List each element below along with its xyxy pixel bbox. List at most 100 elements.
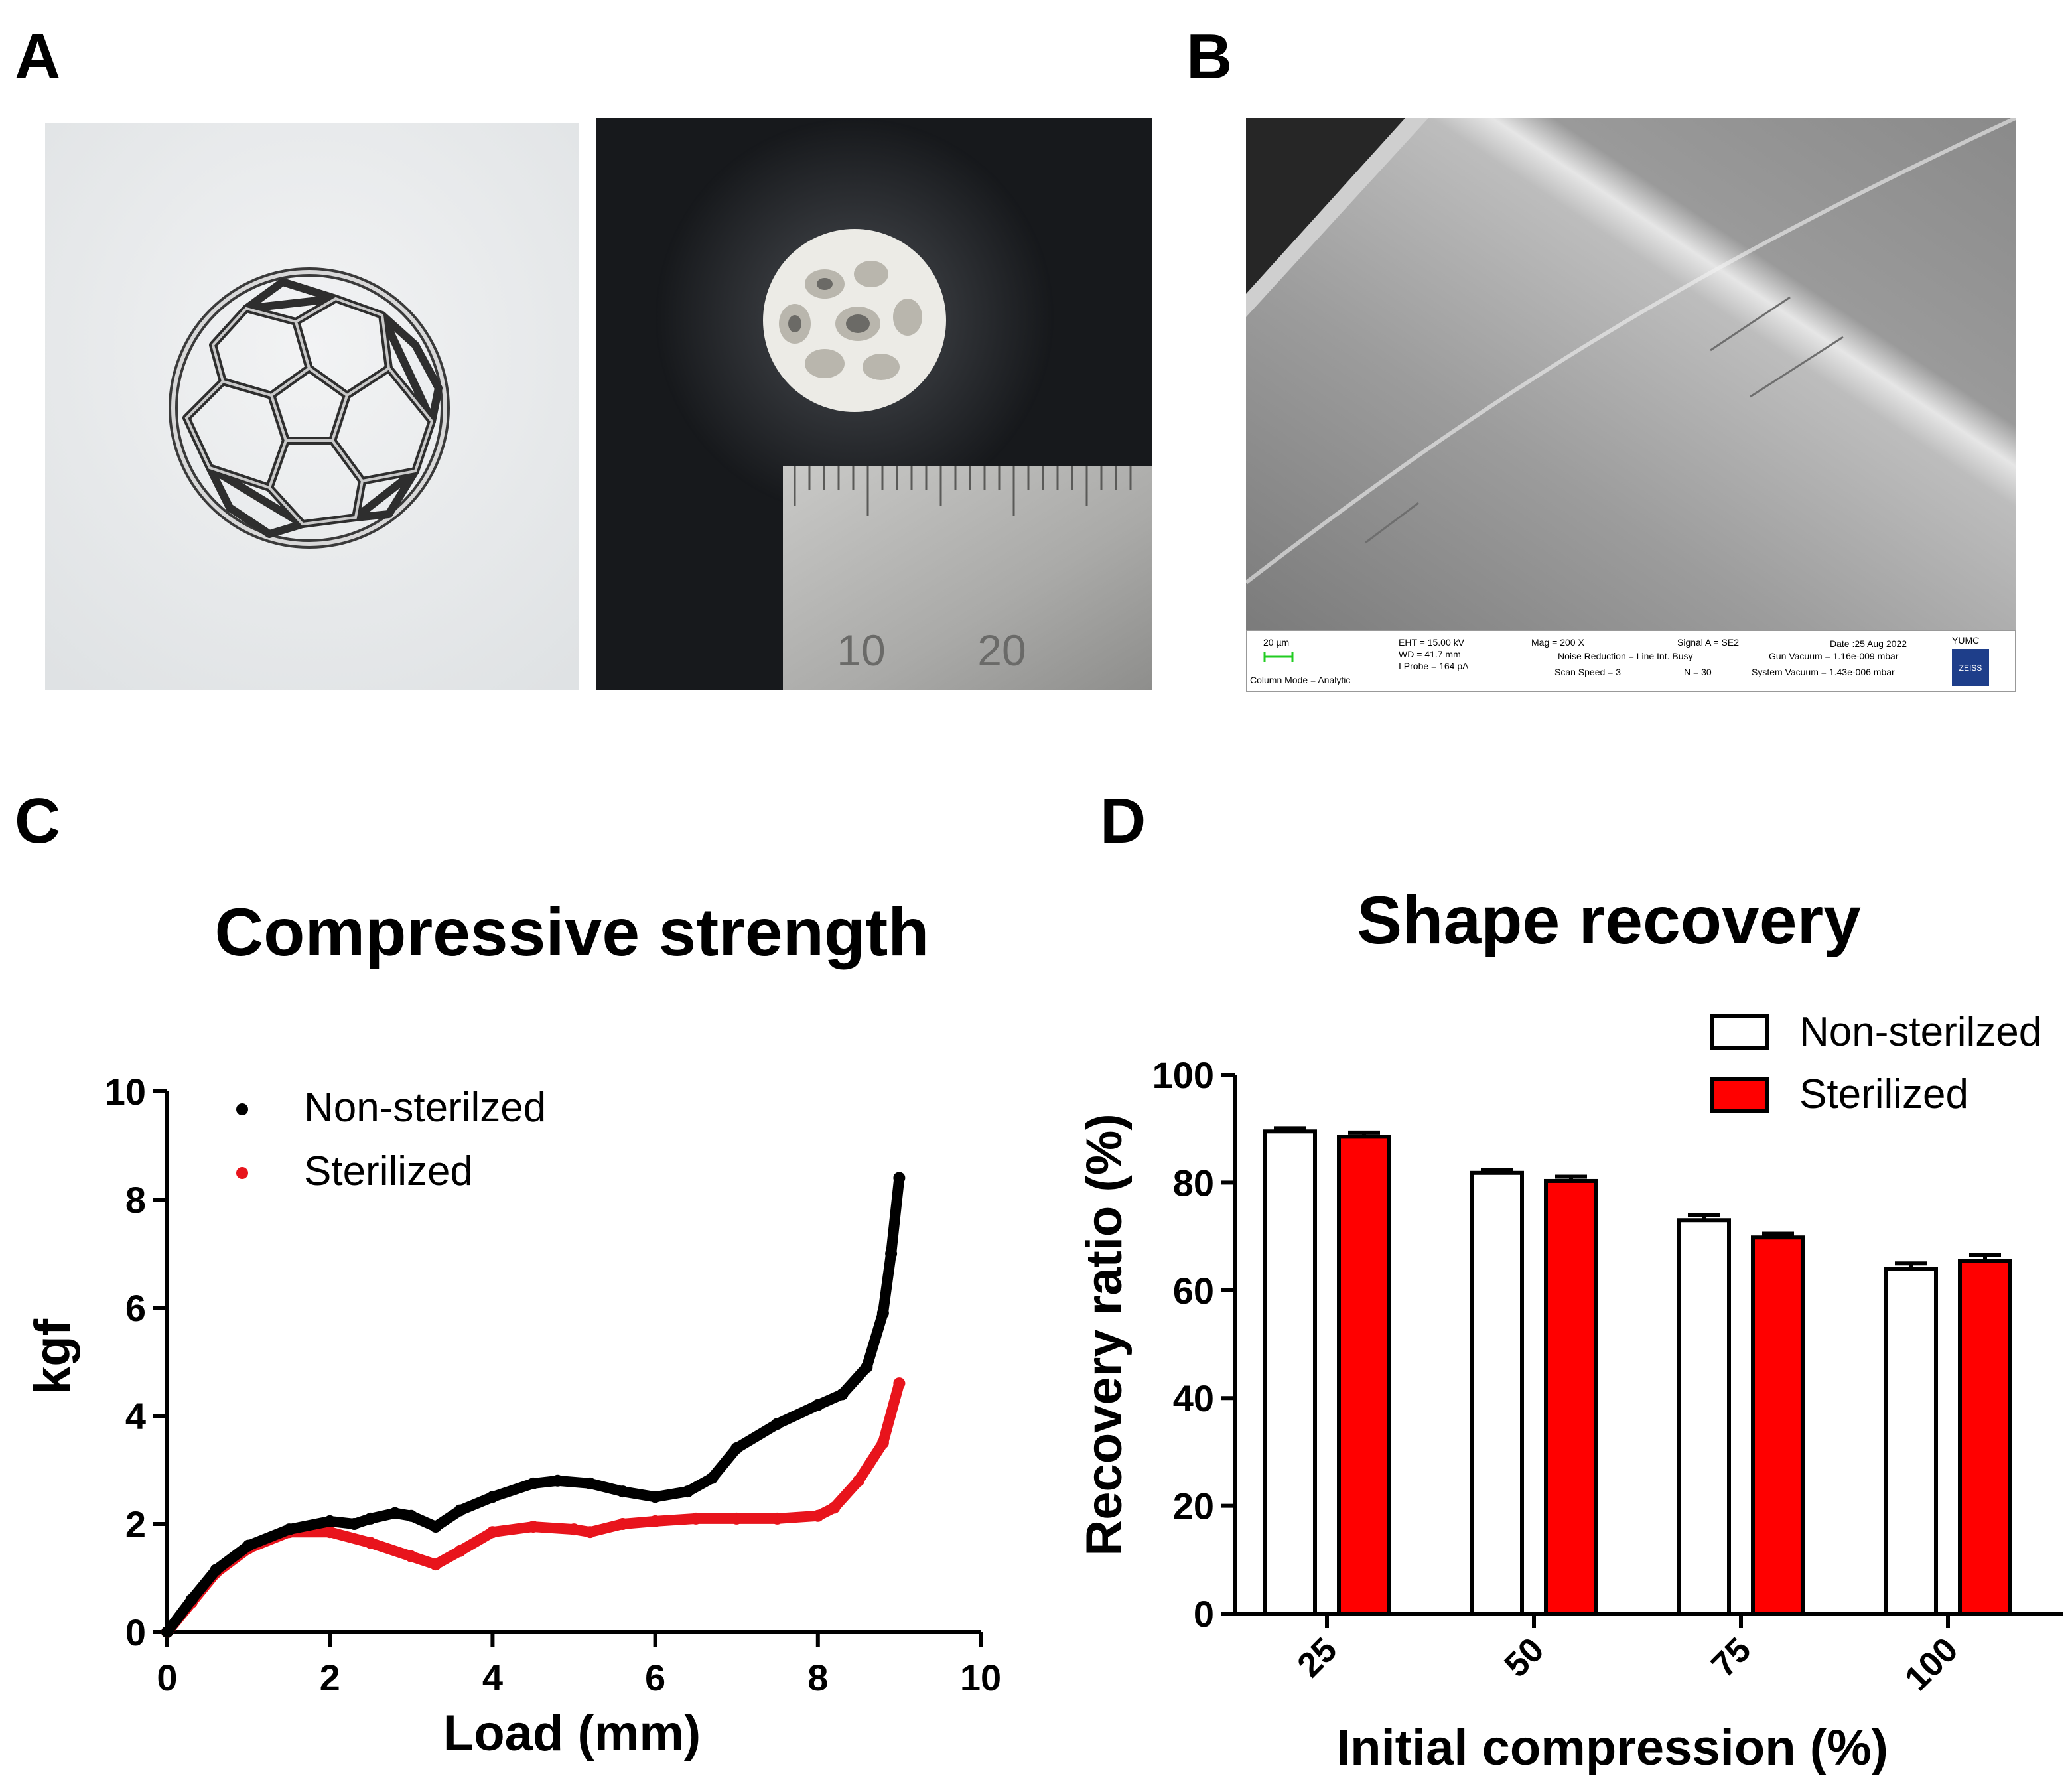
point-sterilized	[876, 1436, 889, 1449]
printed-sphere-photo-icon: 10 20	[596, 118, 1152, 690]
ruler-label-10: 10	[837, 626, 885, 675]
chart-d-y-tick-label: 80	[1173, 1162, 1214, 1204]
chart-c-xlabel: Load (mm)	[443, 1705, 701, 1761]
bar-non-sterilized	[1884, 1267, 1938, 1616]
zeiss-logo-icon	[1952, 649, 1989, 686]
point-sterilized	[364, 1537, 377, 1549]
sem-gun-vacuum: Gun Vacuum = 1.16e-009 mbar	[1769, 651, 1899, 661]
point-non-sterilized	[876, 1307, 889, 1320]
point-non-sterilized	[730, 1442, 743, 1454]
point-non-sterilized	[649, 1491, 661, 1503]
point-non-sterilized	[551, 1474, 564, 1487]
legend-c-label-sterilized: Sterilized	[304, 1148, 473, 1194]
chart-d-y-tick-label: 100	[1152, 1054, 1214, 1096]
point-sterilized	[568, 1523, 580, 1536]
bar-non-sterilized	[1677, 1218, 1731, 1616]
chart-c-x-tick-label: 8	[807, 1657, 828, 1698]
point-sterilized	[893, 1377, 906, 1390]
chart-d-y-tick-label: 40	[1173, 1377, 1214, 1419]
sem-eht: EHT = 15.00 kV	[1399, 637, 1465, 648]
chart-c-x-tick-label: 6	[645, 1657, 665, 1698]
chart-c-x-tick-label: 2	[320, 1657, 340, 1698]
point-non-sterilized	[681, 1485, 694, 1498]
chart-d-y-tick-label: 0	[1194, 1593, 1214, 1635]
chart-c-x-tick-label: 4	[482, 1657, 503, 1698]
bar-non-sterilized	[1470, 1170, 1524, 1616]
bar-sterilized	[1958, 1259, 2012, 1616]
ruler-label-20: 20	[977, 626, 1026, 675]
bar-non-sterilized	[1263, 1129, 1317, 1616]
point-non-sterilized	[348, 1518, 360, 1530]
zeiss-logo-text: ZEISS	[1959, 663, 1982, 673]
chart-c-x-tick-label: 0	[157, 1657, 177, 1698]
chart-c-ylabel: kgf	[25, 1318, 81, 1395]
point-sterilized	[689, 1512, 702, 1525]
sem-column-mode: Column Mode = Analytic	[1250, 675, 1350, 685]
point-sterilized	[454, 1545, 466, 1557]
point-non-sterilized	[771, 1418, 784, 1430]
chart-c-y-tick-label: 0	[125, 1612, 146, 1653]
point-non-sterilized	[283, 1523, 295, 1536]
chart-d-x-tick-label: 25	[1290, 1630, 1345, 1685]
point-non-sterilized	[706, 1472, 719, 1484]
legend-d-label-sterilized: Sterilized	[1799, 1071, 1968, 1117]
sem-mag: Mag = 200 X	[1531, 637, 1584, 648]
point-non-sterilized	[242, 1539, 255, 1552]
chart-d-x-tick-label: 50	[1497, 1630, 1552, 1685]
bar-sterilized	[1337, 1135, 1391, 1616]
chart-c-title: Compressive strength	[215, 894, 930, 970]
point-non-sterilized	[893, 1172, 906, 1184]
point-sterilized	[853, 1474, 865, 1487]
point-non-sterilized	[324, 1515, 336, 1527]
chart-d-ylabel: Recovery ratio (%)	[1076, 1113, 1133, 1556]
legend-d-swatch-non-sterilized	[1710, 1014, 1769, 1050]
point-non-sterilized	[185, 1594, 198, 1606]
point-sterilized	[584, 1526, 596, 1539]
legend-d-swatch-sterilized	[1710, 1077, 1769, 1113]
point-non-sterilized	[429, 1521, 442, 1533]
sem-scan-speed: Scan Speed = 3	[1554, 667, 1621, 677]
shape-recovery-chart: Shape recovery 0 20 40 60 80 100 25 50 75 100 Ini…	[1076, 882, 2063, 1776]
panel-label-b: B	[1186, 21, 1233, 92]
point-non-sterilized	[405, 1509, 417, 1522]
chart-d-title: Shape recovery	[1357, 882, 1861, 958]
chart-d-x-tick-label: 100	[1898, 1630, 1965, 1698]
point-non-sterilized	[527, 1477, 539, 1489]
legend-c-label-non-sterilized: Non-sterilzed	[304, 1085, 546, 1131]
point-non-sterilized	[486, 1491, 499, 1503]
chart-d-y-tick-label: 20	[1173, 1485, 1214, 1527]
point-non-sterilized	[210, 1564, 222, 1576]
point-non-sterilized	[811, 1399, 824, 1411]
bar-sterilized	[1751, 1235, 1805, 1616]
chart-c-y-tick-label: 10	[105, 1071, 146, 1113]
panel-label-c: C	[15, 786, 61, 857]
sem-iprobe: I Probe = 164 pA	[1399, 661, 1469, 671]
point-sterilized	[616, 1518, 629, 1530]
legend-c-marker-sterilized	[236, 1167, 248, 1179]
point-non-sterilized	[836, 1388, 849, 1401]
point-sterilized	[429, 1558, 442, 1571]
series-non-sterilized-line	[162, 1172, 905, 1637]
point-sterilized	[405, 1550, 417, 1562]
sem-n: N = 30	[1684, 667, 1712, 677]
sem-date: Date :25 Aug 2022	[1830, 638, 1907, 649]
legend-d-label-non-sterilized: Non-sterilzed	[1799, 1009, 2041, 1055]
point-non-sterilized	[584, 1477, 596, 1489]
point-non-sterilized	[616, 1485, 629, 1498]
fullerene-render-icon	[45, 123, 579, 690]
compressive-strength-chart: Compressive strength 0 2 4 6 8 10 0 2 4 6 8 10 Load…	[25, 894, 1001, 1761]
chart-d-y-tick-label: 60	[1173, 1270, 1214, 1312]
chart-c-x-tick-label: 10	[960, 1657, 1001, 1698]
chart-c-y-tick-label: 4	[125, 1395, 146, 1437]
bar-sterilized	[1544, 1178, 1598, 1616]
sem-institution: YUMC	[1952, 635, 1979, 646]
sem-noise-reduction: Noise Reduction = Line Int. Busy	[1558, 651, 1693, 661]
panel-label-a: A	[15, 21, 61, 92]
chart-c-y-tick-label: 2	[125, 1503, 146, 1545]
point-sterilized	[730, 1512, 743, 1525]
point-sterilized	[828, 1501, 841, 1514]
chart-d-xlabel: Initial compression (%)	[1336, 1720, 1888, 1776]
point-sterilized	[771, 1512, 784, 1525]
sem-signal: Signal A = SE2	[1677, 637, 1739, 648]
chart-c-y-tick-label: 6	[125, 1287, 146, 1329]
